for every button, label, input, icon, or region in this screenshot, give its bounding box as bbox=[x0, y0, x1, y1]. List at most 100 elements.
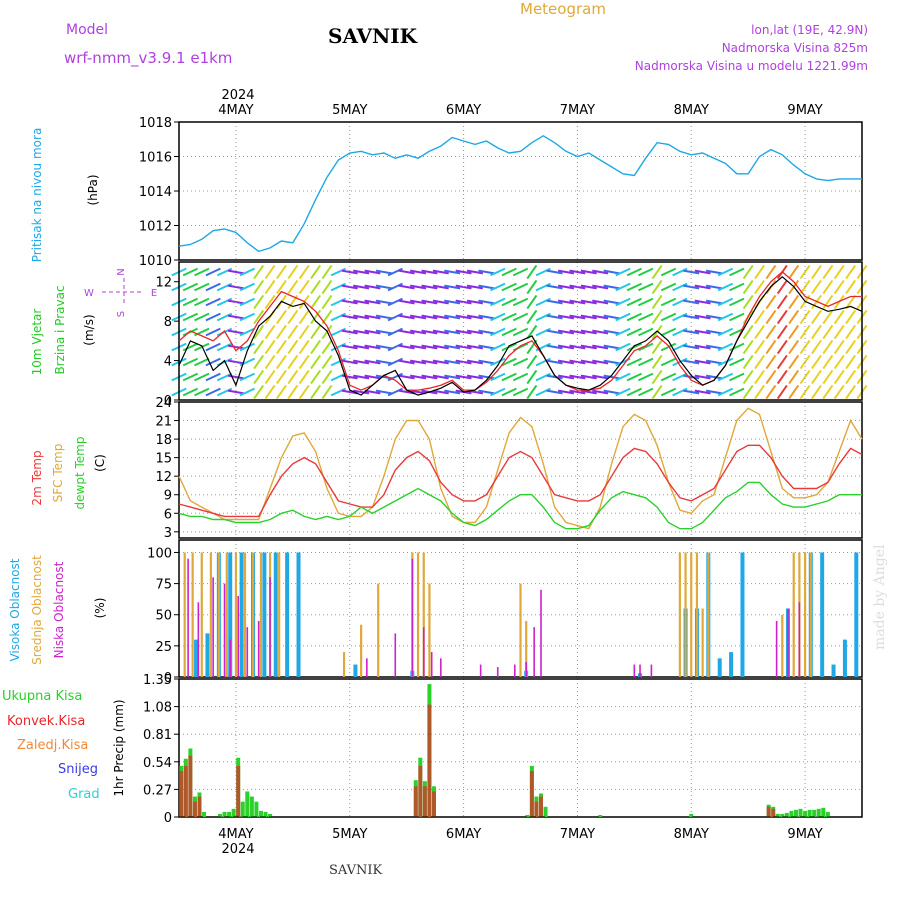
wind-barb bbox=[615, 387, 631, 397]
wind-barb bbox=[822, 369, 834, 385]
cloud-mid-bar bbox=[217, 552, 220, 677]
precip-conv-bar bbox=[179, 771, 184, 817]
wind-barb bbox=[765, 339, 777, 355]
wind-barb bbox=[501, 327, 517, 337]
wind-barb bbox=[478, 329, 495, 335]
wind-barb bbox=[253, 309, 265, 325]
wind-barb bbox=[239, 312, 255, 322]
wind-barb bbox=[455, 329, 472, 335]
wind-barb bbox=[754, 279, 765, 295]
wind-barb bbox=[694, 314, 711, 320]
cloud-mid-bar bbox=[377, 583, 380, 677]
wind-barb bbox=[776, 294, 788, 310]
cloud-low-bar bbox=[496, 667, 499, 677]
wind-barb bbox=[409, 359, 427, 365]
wind-barb bbox=[811, 309, 822, 325]
cloud-mid-bar bbox=[278, 552, 281, 677]
wind-barb bbox=[717, 327, 734, 337]
tick-label: 24 bbox=[155, 396, 172, 411]
wind-barb bbox=[788, 384, 800, 400]
wind-barb bbox=[580, 299, 597, 305]
wind-barb bbox=[729, 342, 745, 352]
dewpt-line bbox=[178, 481, 862, 530]
wind-barb bbox=[754, 264, 765, 280]
wind-barb bbox=[287, 354, 299, 370]
wind-barb bbox=[615, 342, 631, 352]
wind-barb bbox=[409, 329, 427, 335]
wind-barb bbox=[580, 389, 597, 395]
wind-barb bbox=[615, 267, 631, 277]
wind-barb bbox=[535, 357, 551, 367]
wind-barb bbox=[353, 299, 370, 305]
wind-barb bbox=[557, 284, 575, 290]
wind-barb bbox=[298, 279, 310, 295]
wind-barb bbox=[421, 359, 438, 365]
wind-barb bbox=[811, 354, 822, 370]
wind-barb bbox=[788, 294, 800, 310]
wind-barb bbox=[754, 354, 765, 370]
wind-barb bbox=[683, 269, 700, 275]
wind-barb bbox=[287, 309, 299, 325]
cloud-low-bar bbox=[394, 633, 397, 677]
wind-barb bbox=[298, 354, 310, 370]
wind-barb bbox=[672, 327, 688, 337]
wind-barb bbox=[253, 354, 265, 370]
wind-barb bbox=[765, 309, 777, 325]
wind-barb bbox=[387, 297, 403, 307]
wind-barb bbox=[387, 372, 403, 382]
wind-barb bbox=[216, 387, 233, 397]
wind-barb bbox=[729, 357, 745, 367]
wind-barb bbox=[375, 284, 392, 290]
wind-barb bbox=[833, 264, 845, 280]
wind-barb bbox=[799, 264, 811, 280]
precip-conv-bar bbox=[197, 796, 202, 817]
wind-barb bbox=[672, 297, 688, 307]
wind-barb bbox=[310, 279, 322, 295]
cloud-low-bar bbox=[533, 627, 535, 677]
wind-barb bbox=[205, 327, 221, 337]
wind-barb bbox=[705, 269, 723, 275]
wind-barb bbox=[490, 357, 506, 367]
wind-barb bbox=[672, 372, 688, 382]
wind-barb bbox=[592, 344, 609, 350]
precip-snow-label: Snijeg bbox=[58, 762, 98, 777]
wind-barb bbox=[432, 344, 449, 350]
cloud-high-bar bbox=[854, 552, 859, 677]
tick-label: 1014 bbox=[139, 185, 172, 200]
precip-conv-bar bbox=[183, 765, 188, 817]
wind-barb bbox=[398, 359, 415, 365]
wind-barb bbox=[501, 267, 517, 277]
precip-total-label: Ukupna Kisa bbox=[2, 689, 82, 704]
wind-barb bbox=[799, 324, 811, 340]
tick-label: 1.08 bbox=[143, 701, 172, 716]
wind-compass: N S W E bbox=[84, 268, 157, 317]
wind-barb bbox=[546, 314, 563, 320]
wind-barb bbox=[253, 324, 265, 340]
wind-barb bbox=[182, 297, 199, 307]
wind-barb bbox=[387, 312, 403, 322]
cloud-mid-bar bbox=[695, 552, 699, 677]
wind-barb bbox=[398, 299, 415, 305]
wind-barb bbox=[466, 299, 484, 305]
wind-barb bbox=[501, 297, 517, 307]
wind-barb bbox=[788, 369, 800, 385]
wind-barb bbox=[811, 324, 822, 340]
wind-barb bbox=[264, 324, 276, 340]
wind-barb bbox=[717, 297, 734, 307]
cloud-mid-bar bbox=[342, 652, 346, 677]
wind-barb bbox=[264, 384, 276, 400]
cloud-panel: 0 25 50 75 100 bbox=[147, 539, 863, 686]
wind-barb bbox=[194, 297, 210, 307]
cloud-high-bar bbox=[285, 552, 290, 677]
wind-barb bbox=[603, 314, 620, 320]
wind-barb bbox=[409, 299, 427, 305]
wind-barb bbox=[387, 282, 403, 292]
wind-barb bbox=[833, 324, 845, 340]
wind-barb bbox=[754, 324, 765, 340]
cloud-low-bar bbox=[257, 620, 260, 677]
wind-barb bbox=[330, 357, 347, 367]
wind-barb bbox=[330, 312, 347, 322]
wind-barb bbox=[754, 309, 765, 325]
cloud-mid-bar bbox=[809, 552, 812, 677]
precip-total-bar bbox=[825, 811, 830, 817]
